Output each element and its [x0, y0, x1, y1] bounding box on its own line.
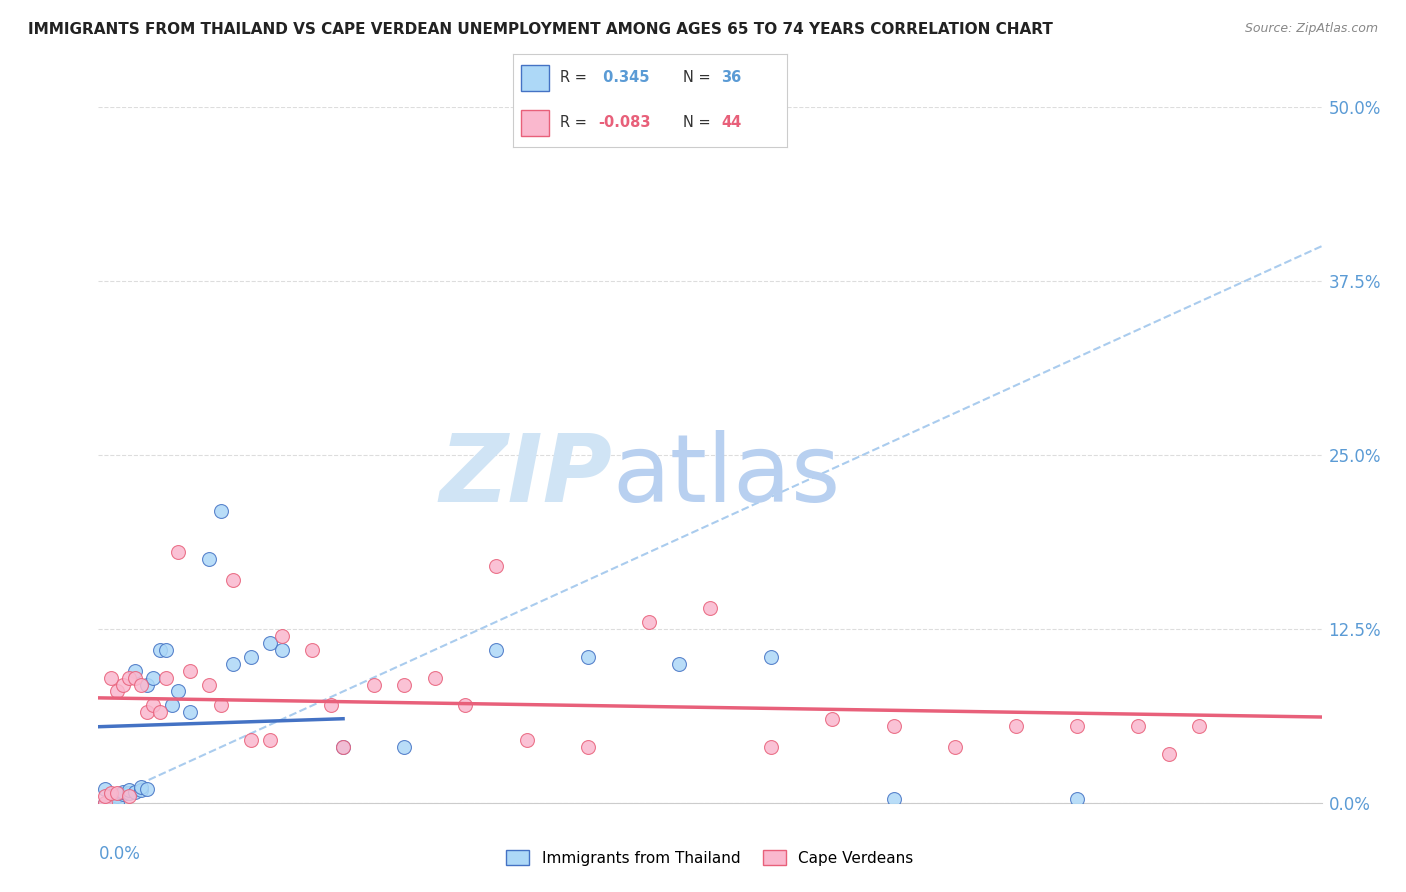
- Point: [485, 559, 508, 574]
- Point: [1128, 719, 1150, 733]
- Point: [105, 684, 128, 698]
- Point: [222, 657, 245, 671]
- Point: [118, 671, 141, 685]
- Point: [392, 677, 416, 691]
- Point: [167, 545, 190, 559]
- Point: [576, 649, 599, 664]
- Point: [821, 712, 844, 726]
- FancyBboxPatch shape: [522, 65, 548, 91]
- Point: [105, 796, 128, 810]
- Point: [111, 788, 134, 802]
- Point: [332, 740, 354, 755]
- Point: [301, 642, 323, 657]
- Point: [93, 781, 115, 796]
- Point: [155, 671, 177, 685]
- Point: [179, 706, 201, 720]
- Point: [454, 698, 477, 713]
- Text: 0.345: 0.345: [598, 70, 650, 85]
- Point: [485, 642, 508, 657]
- Point: [423, 671, 446, 685]
- Point: [197, 677, 219, 691]
- Point: [100, 786, 122, 800]
- Point: [197, 552, 219, 566]
- Point: [259, 636, 281, 650]
- Point: [100, 796, 122, 810]
- Point: [118, 783, 141, 797]
- Point: [142, 671, 165, 685]
- Point: [136, 706, 159, 720]
- Text: -0.083: -0.083: [598, 115, 651, 130]
- Point: [105, 789, 128, 803]
- Point: [392, 740, 416, 755]
- Text: R =: R =: [560, 70, 592, 85]
- Text: Source: ZipAtlas.com: Source: ZipAtlas.com: [1244, 22, 1378, 36]
- Text: IMMIGRANTS FROM THAILAND VS CAPE VERDEAN UNEMPLOYMENT AMONG AGES 65 TO 74 YEARS : IMMIGRANTS FROM THAILAND VS CAPE VERDEAN…: [28, 22, 1053, 37]
- Point: [270, 629, 292, 643]
- Point: [111, 785, 134, 799]
- Point: [129, 780, 152, 795]
- Point: [149, 706, 172, 720]
- Text: N =: N =: [683, 70, 716, 85]
- Point: [240, 733, 263, 747]
- Point: [576, 740, 599, 755]
- Text: 44: 44: [721, 115, 742, 130]
- Point: [124, 785, 146, 799]
- Point: [118, 789, 141, 803]
- Point: [100, 789, 122, 803]
- Text: R =: R =: [560, 115, 592, 130]
- Text: 0.0%: 0.0%: [98, 845, 141, 863]
- Point: [637, 615, 661, 629]
- Point: [668, 657, 690, 671]
- Point: [759, 740, 782, 755]
- Point: [179, 664, 201, 678]
- Point: [167, 684, 190, 698]
- Point: [136, 677, 159, 691]
- Point: [259, 733, 281, 747]
- Point: [1066, 791, 1088, 805]
- Point: [943, 740, 966, 755]
- Point: [1066, 719, 1088, 733]
- Text: 36: 36: [721, 70, 742, 85]
- Text: atlas: atlas: [612, 430, 841, 522]
- Point: [93, 796, 115, 810]
- Point: [136, 781, 159, 796]
- Point: [124, 664, 146, 678]
- Point: [142, 698, 165, 713]
- Point: [129, 677, 152, 691]
- Point: [759, 649, 782, 664]
- Point: [93, 789, 115, 803]
- Point: [118, 786, 141, 800]
- Point: [240, 649, 263, 664]
- Point: [883, 791, 905, 805]
- Point: [1004, 719, 1026, 733]
- Point: [129, 783, 152, 797]
- Point: [124, 671, 146, 685]
- Point: [222, 573, 245, 587]
- Point: [319, 698, 342, 713]
- Point: [111, 677, 134, 691]
- Point: [209, 698, 232, 713]
- Point: [209, 503, 232, 517]
- Point: [160, 698, 183, 713]
- FancyBboxPatch shape: [522, 110, 548, 136]
- Point: [883, 719, 905, 733]
- Point: [93, 796, 115, 810]
- Point: [699, 601, 721, 615]
- Point: [270, 642, 292, 657]
- Point: [332, 740, 354, 755]
- Point: [1188, 719, 1211, 733]
- Point: [155, 642, 177, 657]
- Point: [363, 677, 385, 691]
- Legend: Immigrants from Thailand, Cape Verdeans: Immigrants from Thailand, Cape Verdeans: [501, 844, 920, 871]
- Point: [149, 642, 172, 657]
- Point: [516, 733, 538, 747]
- Point: [1157, 747, 1180, 761]
- Point: [105, 786, 128, 800]
- Text: ZIP: ZIP: [439, 430, 612, 522]
- Point: [100, 671, 122, 685]
- Text: N =: N =: [683, 115, 716, 130]
